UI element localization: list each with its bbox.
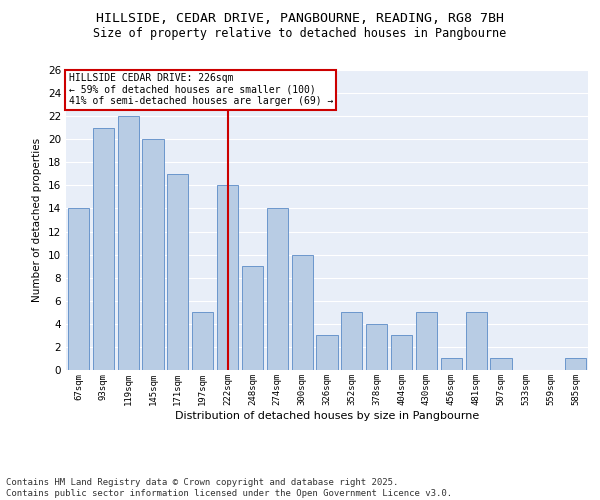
Bar — [118, 116, 139, 370]
Text: HILLSIDE CEDAR DRIVE: 226sqm
← 59% of detached houses are smaller (100)
41% of s: HILLSIDE CEDAR DRIVE: 226sqm ← 59% of de… — [68, 73, 333, 106]
Bar — [68, 208, 89, 370]
Bar — [267, 208, 288, 370]
Y-axis label: Number of detached properties: Number of detached properties — [32, 138, 43, 302]
Text: Contains HM Land Registry data © Crown copyright and database right 2025.
Contai: Contains HM Land Registry data © Crown c… — [6, 478, 452, 498]
Bar — [316, 336, 338, 370]
Bar — [565, 358, 586, 370]
X-axis label: Distribution of detached houses by size in Pangbourne: Distribution of detached houses by size … — [175, 410, 479, 420]
Bar — [341, 312, 362, 370]
Text: Size of property relative to detached houses in Pangbourne: Size of property relative to detached ho… — [94, 28, 506, 40]
Bar — [93, 128, 114, 370]
Bar — [242, 266, 263, 370]
Bar — [366, 324, 387, 370]
Bar — [217, 186, 238, 370]
Bar — [416, 312, 437, 370]
Bar — [466, 312, 487, 370]
Bar — [192, 312, 213, 370]
Text: HILLSIDE, CEDAR DRIVE, PANGBOURNE, READING, RG8 7BH: HILLSIDE, CEDAR DRIVE, PANGBOURNE, READI… — [96, 12, 504, 26]
Bar — [490, 358, 512, 370]
Bar — [391, 336, 412, 370]
Bar — [142, 139, 164, 370]
Bar — [441, 358, 462, 370]
Bar — [167, 174, 188, 370]
Bar — [292, 254, 313, 370]
